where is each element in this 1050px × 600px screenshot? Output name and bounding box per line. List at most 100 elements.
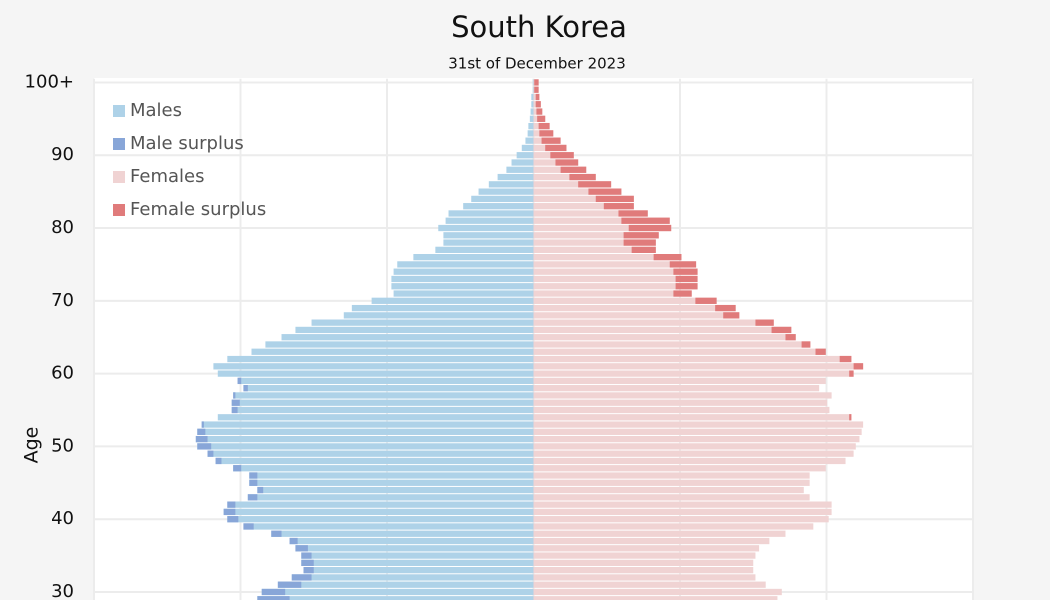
bar [533, 428, 862, 435]
bar [533, 181, 612, 188]
surplus-bar [628, 224, 672, 232]
y-tick-label: 50 [51, 435, 74, 456]
surplus-bar [257, 486, 264, 494]
bar [249, 472, 534, 479]
bar [533, 516, 829, 523]
bar [533, 275, 698, 283]
surplus-bar [303, 567, 314, 574]
surplus-bar [271, 530, 282, 537]
bar [533, 232, 659, 239]
surplus-bar [536, 108, 543, 115]
bar [533, 246, 656, 253]
bar [530, 108, 534, 115]
surplus-bar [815, 348, 826, 355]
surplus-bar [197, 443, 212, 450]
bar [533, 348, 826, 355]
bar [217, 370, 534, 377]
bar [257, 596, 534, 600]
bar [397, 261, 534, 268]
surplus-bar [537, 115, 546, 122]
bar [343, 312, 534, 319]
bar [271, 530, 534, 537]
bar [233, 465, 534, 472]
legend-label: Female surplus [130, 199, 266, 220]
y-tick-label: 40 [51, 508, 74, 529]
bar [497, 173, 534, 181]
surplus-bar [560, 166, 587, 173]
bar [277, 581, 534, 588]
bar [533, 268, 698, 275]
bar [533, 574, 756, 581]
bar [533, 203, 634, 210]
bar [533, 261, 697, 268]
bar [533, 166, 587, 173]
bar [295, 326, 534, 334]
bar [533, 355, 852, 363]
bar [533, 188, 622, 195]
bar [197, 443, 534, 450]
bar [295, 545, 534, 552]
surplus-bar [603, 203, 634, 210]
bar [243, 385, 534, 392]
bar [265, 341, 534, 348]
bar [533, 406, 830, 414]
bar [237, 377, 534, 385]
bar [533, 435, 860, 443]
y-tick-label: 70 [51, 290, 74, 311]
bar [448, 210, 534, 217]
surplus-bar [675, 275, 698, 283]
bar [443, 239, 534, 246]
surplus-bar [539, 130, 554, 137]
surplus-bar [849, 414, 852, 421]
surplus-bar [243, 385, 248, 392]
surplus-bar [535, 93, 540, 101]
surplus-bar [301, 552, 312, 559]
bar [435, 246, 534, 253]
bar [533, 494, 810, 501]
bar [533, 297, 717, 304]
bar [438, 224, 534, 232]
bar [533, 421, 864, 428]
bar [301, 552, 534, 559]
bar [516, 152, 534, 159]
y-axis-label: Age [21, 427, 43, 464]
surplus-bar [555, 159, 579, 166]
surplus-bar [801, 341, 811, 348]
surplus-bar [673, 268, 698, 275]
bar [525, 137, 534, 144]
bar [443, 232, 534, 239]
bar [533, 304, 736, 312]
bar [311, 319, 534, 326]
surplus-bar [261, 588, 286, 596]
bar [231, 406, 534, 414]
surplus-bar [755, 319, 774, 326]
surplus-bar [195, 435, 208, 443]
bar [351, 304, 534, 312]
bar [533, 377, 826, 385]
surplus-bar [839, 355, 852, 363]
bar [533, 290, 692, 297]
surplus-bar [715, 304, 736, 312]
bar [533, 465, 826, 472]
surplus-bar [623, 239, 656, 246]
surplus-bar [227, 501, 236, 508]
bar [533, 326, 792, 334]
surplus-bar [849, 370, 854, 377]
surplus-bar [541, 137, 561, 144]
surplus-bar [215, 457, 222, 465]
surplus-bar [231, 406, 238, 414]
bar [533, 559, 754, 567]
bar [533, 341, 811, 348]
bar [533, 399, 828, 406]
surplus-bar [785, 334, 796, 341]
surplus-bar [257, 596, 290, 600]
bar [227, 501, 534, 508]
bar [521, 144, 534, 152]
bar [471, 195, 534, 203]
bar [533, 239, 656, 246]
surplus-bar [249, 472, 258, 479]
surplus-bar [550, 152, 574, 159]
legend-swatch [113, 171, 125, 183]
surplus-bar [595, 195, 634, 203]
bar [445, 217, 534, 224]
